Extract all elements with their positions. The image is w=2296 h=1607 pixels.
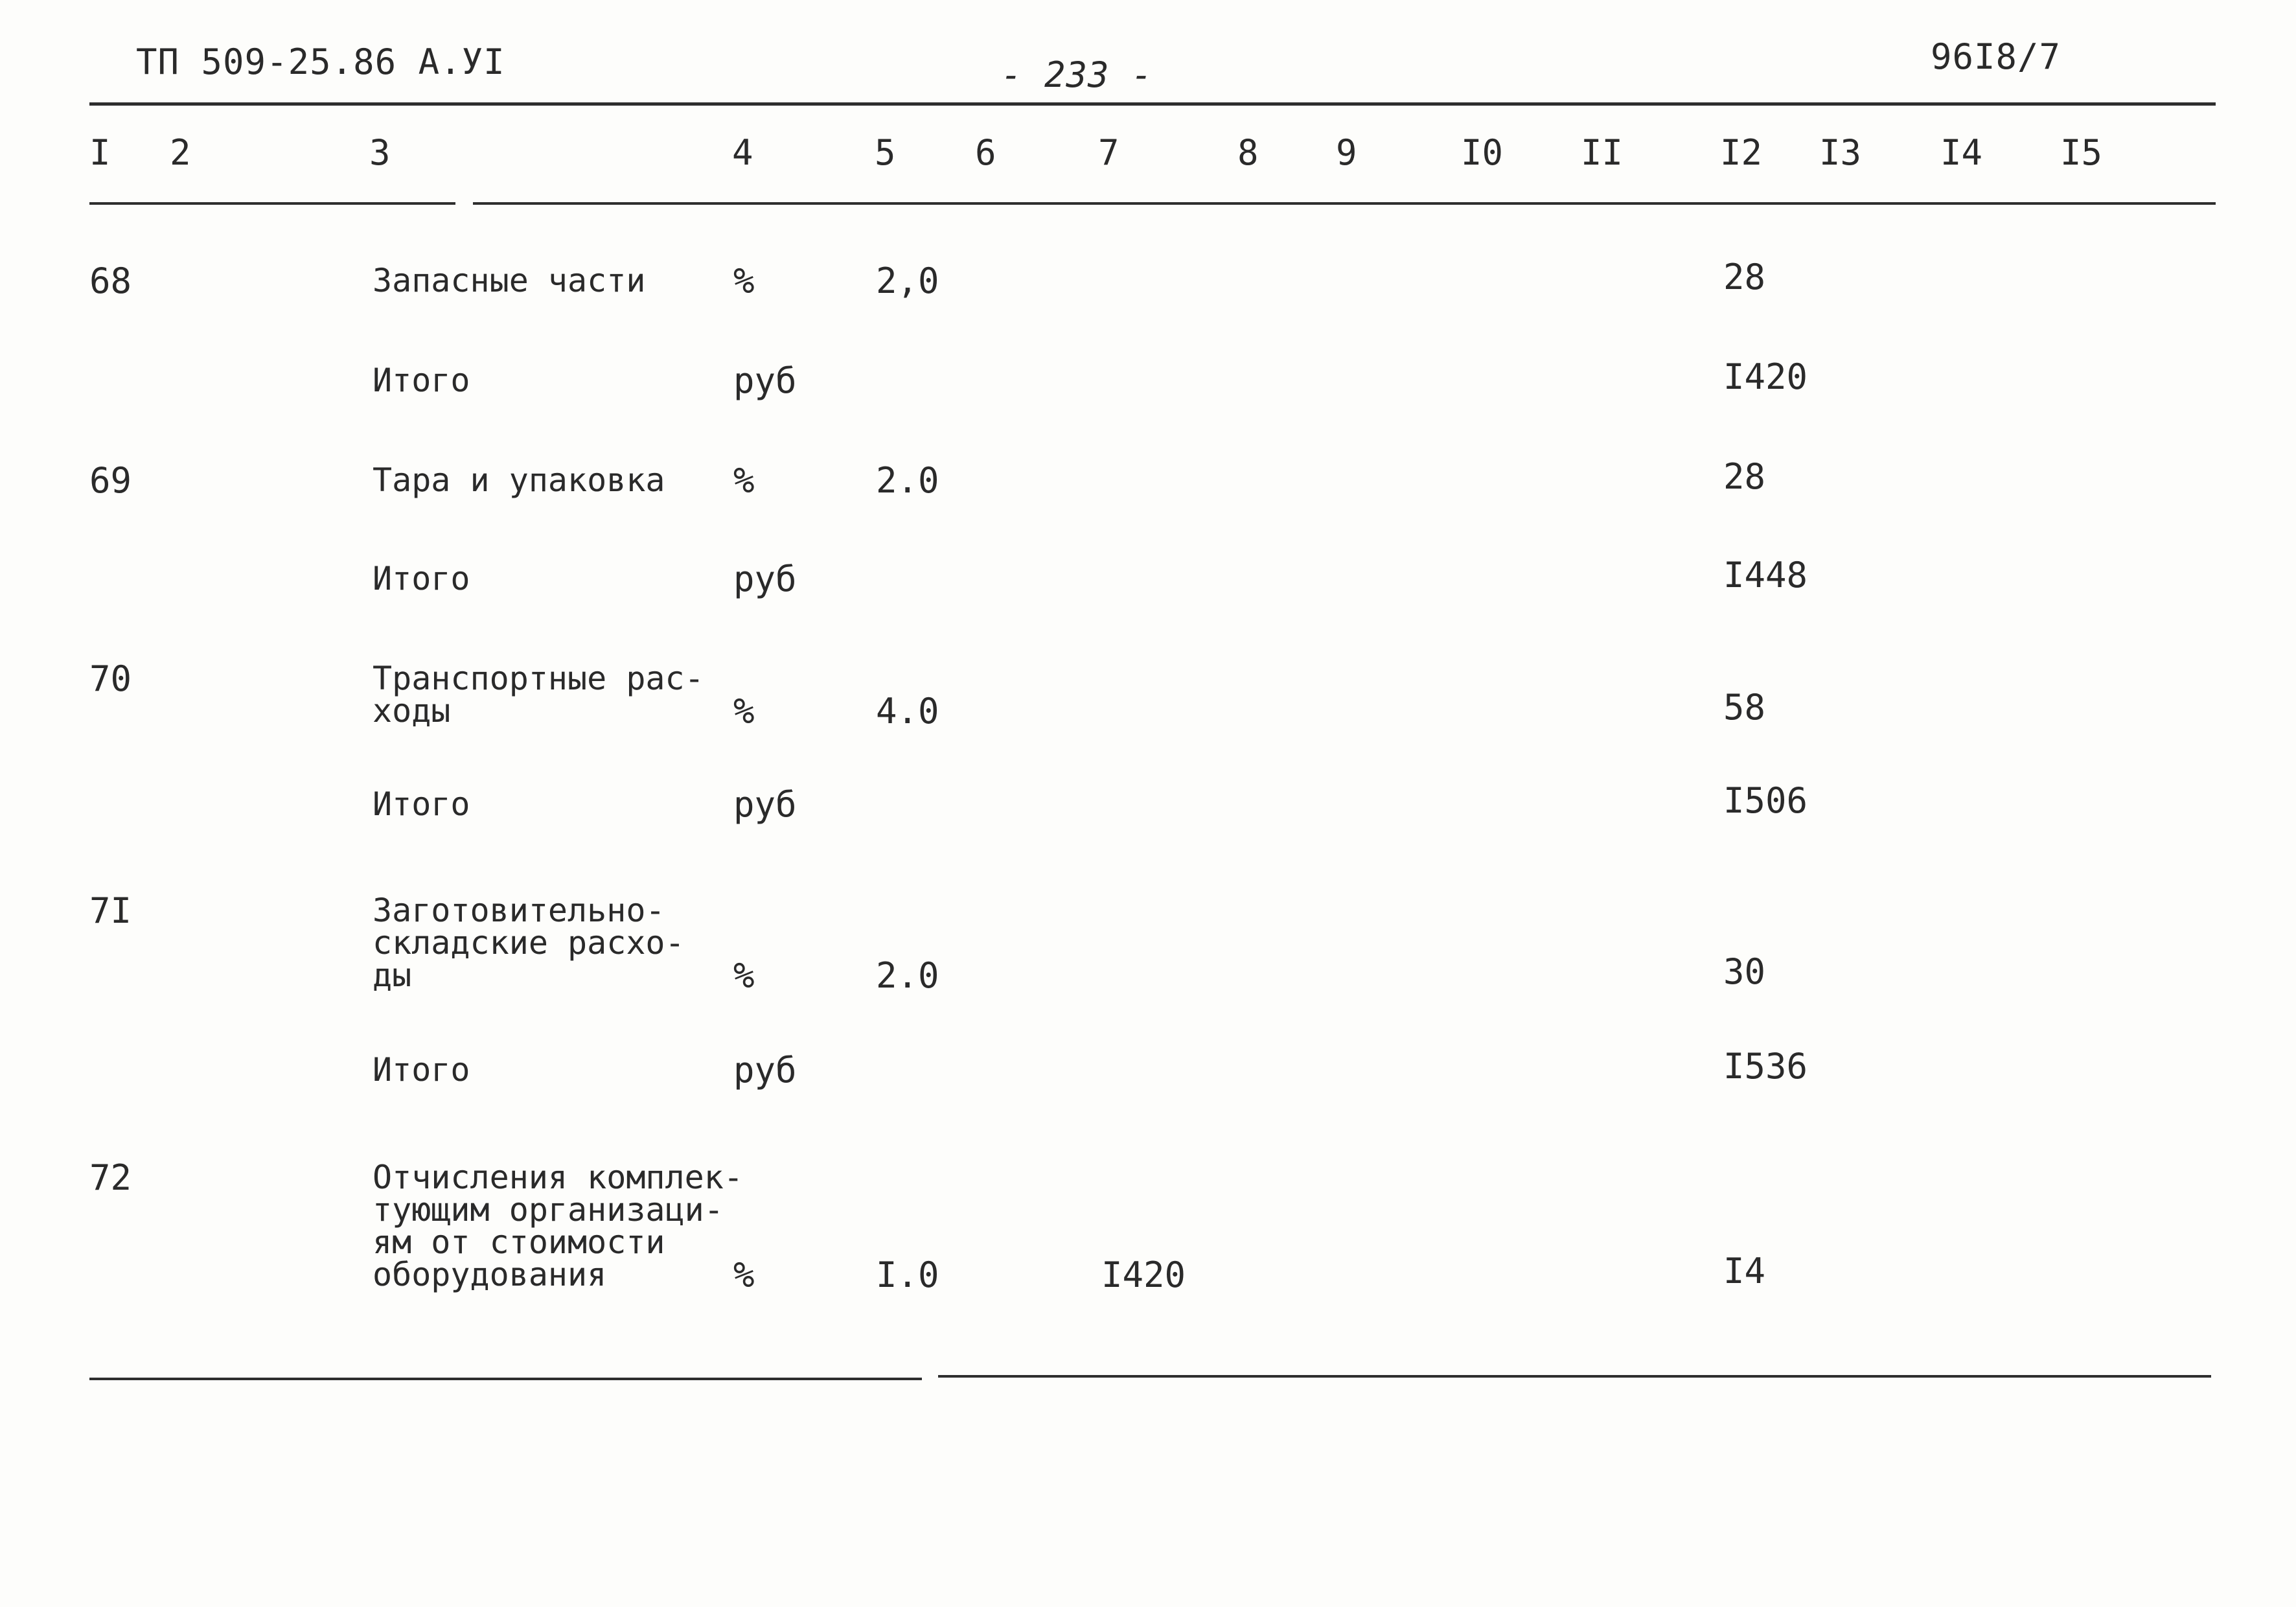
row-rate: 4.0 — [876, 691, 939, 732]
row-number: 70 — [89, 658, 132, 699]
row-unit: % — [733, 460, 755, 501]
row-description: Итого — [373, 560, 470, 597]
row-number: 69 — [89, 460, 132, 501]
column-number-4: 4 — [732, 132, 753, 173]
row-rate: 2.0 — [876, 955, 939, 996]
row-amount: I420 — [1723, 356, 1808, 397]
column-number-9: 9 — [1336, 132, 1357, 173]
header-underline-right — [473, 202, 2216, 205]
row-number: 7I — [89, 890, 132, 931]
row-description: складские расхо- — [373, 924, 685, 962]
row-amount: 28 — [1723, 257, 1766, 297]
row-description: Итого — [373, 362, 470, 399]
column-number-13: I3 — [1819, 132, 1862, 173]
header-underline-left — [89, 202, 455, 205]
row-description: Транспортные рас- — [373, 660, 704, 697]
row-amount: I536 — [1723, 1046, 1808, 1087]
document-code: ТП 509-25.86 А.УI — [136, 41, 505, 82]
row-description: Итого — [373, 785, 470, 823]
row-unit: руб — [733, 784, 797, 825]
column-number-10: I0 — [1461, 132, 1504, 173]
row-number: 68 — [89, 260, 132, 301]
row-description: тующим организаци- — [373, 1191, 724, 1229]
row-unit: % — [733, 260, 755, 301]
row-unit: руб — [733, 360, 797, 401]
column-number-2: 2 — [170, 132, 191, 173]
row-amount: I506 — [1723, 780, 1808, 821]
bottom-rule-right — [938, 1375, 2211, 1378]
column-number-5: 5 — [875, 132, 896, 173]
row-base-value: I420 — [1101, 1254, 1186, 1295]
row-description: Тара и упаковка — [373, 461, 665, 499]
row-unit: % — [733, 691, 755, 732]
column-number-7: 7 — [1098, 132, 1119, 173]
sheet-code: 96I8/7 — [1931, 36, 2061, 77]
top-rule — [89, 102, 2216, 106]
row-description: Заготовительно- — [373, 892, 665, 929]
row-description: ходы — [373, 692, 451, 730]
row-amount: 58 — [1723, 687, 1766, 728]
row-description: Итого — [373, 1051, 470, 1089]
column-number-12: I2 — [1720, 132, 1763, 173]
row-amount: I448 — [1723, 555, 1808, 595]
row-number: 72 — [89, 1157, 132, 1198]
row-amount: I4 — [1723, 1251, 1766, 1291]
row-rate: 2,0 — [876, 260, 939, 301]
column-number-14: I4 — [1940, 132, 1983, 173]
page-number: - 233 - — [1001, 54, 1153, 95]
row-unit: руб — [733, 1050, 797, 1091]
row-unit: руб — [733, 559, 797, 599]
column-number-8: 8 — [1237, 132, 1259, 173]
row-amount: 30 — [1723, 951, 1766, 992]
row-amount: 28 — [1723, 456, 1766, 497]
row-description: ды — [373, 956, 412, 994]
bottom-rule-left — [89, 1378, 922, 1380]
row-description: оборудования — [373, 1256, 607, 1293]
row-unit: % — [733, 955, 755, 996]
row-unit: % — [733, 1254, 755, 1295]
row-description: Запасные части — [373, 262, 646, 299]
column-number-6: 6 — [975, 132, 996, 173]
column-number-1: I — [89, 132, 111, 173]
row-description: Отчисления комплек- — [373, 1159, 743, 1196]
column-number-11: II — [1581, 132, 1624, 173]
column-number-15: I5 — [2060, 132, 2103, 173]
column-number-3: 3 — [369, 132, 391, 173]
row-rate: I.0 — [876, 1254, 939, 1295]
row-description: ям от стоимости — [373, 1223, 665, 1261]
row-rate: 2.0 — [876, 460, 939, 501]
